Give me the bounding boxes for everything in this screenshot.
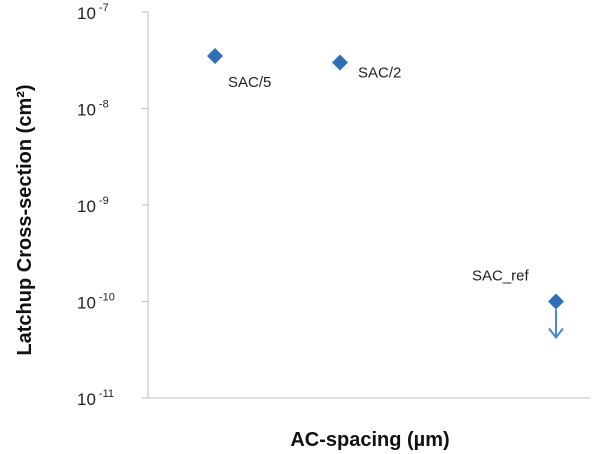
y-tick-base: 10 [77, 197, 96, 216]
y-tick-label: 10 -11 [77, 388, 114, 409]
y-tick-base: 10 [77, 294, 96, 313]
y-tick-label: 10 -10 [77, 292, 115, 313]
y-axis-label: Latchup Cross-section (cm²) [14, 84, 36, 355]
y-tick-label: 10 -9 [77, 195, 109, 216]
data-point-marker [207, 47, 223, 64]
x-axis-label: AC-spacing (µm) [290, 429, 449, 451]
point-label: SAC/5 [228, 74, 271, 91]
data-point-marker [548, 293, 564, 310]
y-tick-label: 10 -7 [77, 2, 109, 23]
y-tick-label: 10 -8 [77, 99, 109, 120]
y-tick-exponent: -8 [99, 99, 109, 111]
point-label: SAC/2 [358, 64, 401, 81]
data-points [207, 47, 564, 340]
data-point-marker [332, 54, 348, 71]
point-labels: SAC/5 SAC/2 SAC_ref [228, 64, 530, 284]
y-tick-base: 10 [77, 4, 96, 23]
y-tick-exponent: -7 [99, 2, 109, 14]
y-tick-exponent: -11 [99, 388, 114, 400]
upper-limit-arrowhead [548, 327, 564, 340]
point-label: SAC_ref [472, 268, 530, 285]
y-tick-base: 10 [77, 390, 96, 409]
y-tick-exponent: -9 [99, 195, 109, 207]
y-tick-exponent: -10 [99, 292, 115, 304]
y-tick-base: 10 [77, 101, 96, 120]
